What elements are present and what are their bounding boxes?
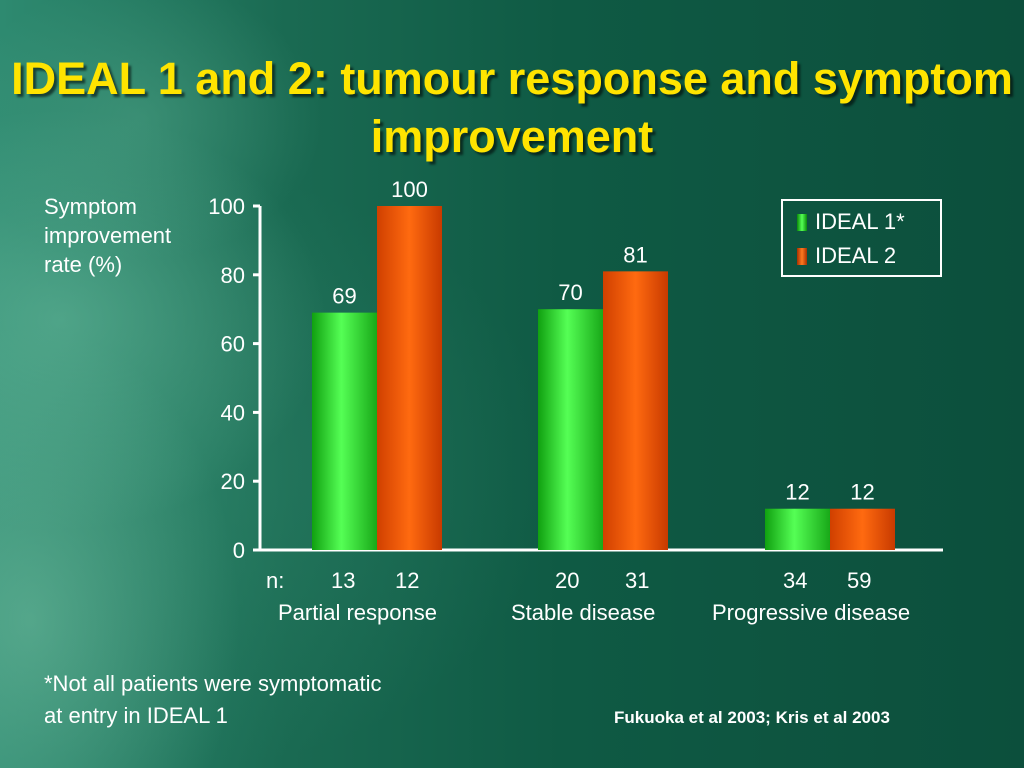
- n-ideal1-progressive: 34: [783, 568, 808, 593]
- n-prefix: n:: [266, 568, 285, 593]
- bar-ideal2-1: [603, 271, 668, 550]
- category-label-progressive: Progressive disease: [712, 600, 911, 625]
- bar-ideal2-0: [377, 206, 442, 550]
- legend-label-ideal1: IDEAL 1*: [815, 209, 905, 234]
- data-label-ideal2-0: 100: [391, 177, 428, 202]
- y-tick-label-40: 40: [221, 400, 245, 425]
- y-tick-label-100: 100: [208, 194, 245, 219]
- data-label-ideal2-1: 81: [623, 242, 647, 267]
- y-tick-label-20: 20: [221, 469, 245, 494]
- y-axis-label: Symptom improvement rate (%): [44, 194, 172, 277]
- data-label-ideal1-0: 69: [332, 284, 356, 309]
- data-label-ideal2-2: 12: [850, 480, 874, 505]
- footnote: *Not all patients were symptomatic at en…: [44, 671, 382, 728]
- bar-ideal1-2: [765, 508, 830, 550]
- category-label-stable: Stable disease: [511, 600, 656, 625]
- n-ideal2-progressive: 59: [847, 568, 872, 593]
- n-ideal1-stable: 20: [555, 568, 580, 593]
- legend-swatch-ideal1: [797, 213, 807, 231]
- y-tick-label-0: 0: [233, 538, 245, 563]
- y-tick-label-80: 80: [221, 263, 245, 288]
- y-tick-label-60: 60: [221, 332, 245, 357]
- legend-item-ideal2: IDEAL 2: [797, 243, 897, 268]
- data-label-ideal1-2: 12: [785, 480, 809, 505]
- bar-ideal1-0: [312, 312, 377, 550]
- n-ideal1-partial: 13: [331, 568, 356, 593]
- chart-legend: IDEAL 1* IDEAL 2: [781, 199, 942, 277]
- legend-label-ideal2: IDEAL 2: [815, 243, 897, 268]
- bar-ideal2-2: [830, 508, 895, 550]
- category-label-partial: Partial response: [278, 600, 437, 625]
- legend-item-ideal1: IDEAL 1*: [797, 209, 905, 234]
- bar-ideal1-1: [538, 309, 603, 550]
- legend-swatch-ideal2: [797, 247, 807, 265]
- slide-title: IDEAL 1 and 2: tumour response and sympt…: [11, 53, 1013, 162]
- n-ideal2-partial: 12: [395, 568, 420, 593]
- citation: Fukuoka et al 2003; Kris et al 2003: [614, 708, 890, 727]
- data-label-ideal1-1: 70: [558, 280, 582, 305]
- n-ideal2-stable: 31: [625, 568, 650, 593]
